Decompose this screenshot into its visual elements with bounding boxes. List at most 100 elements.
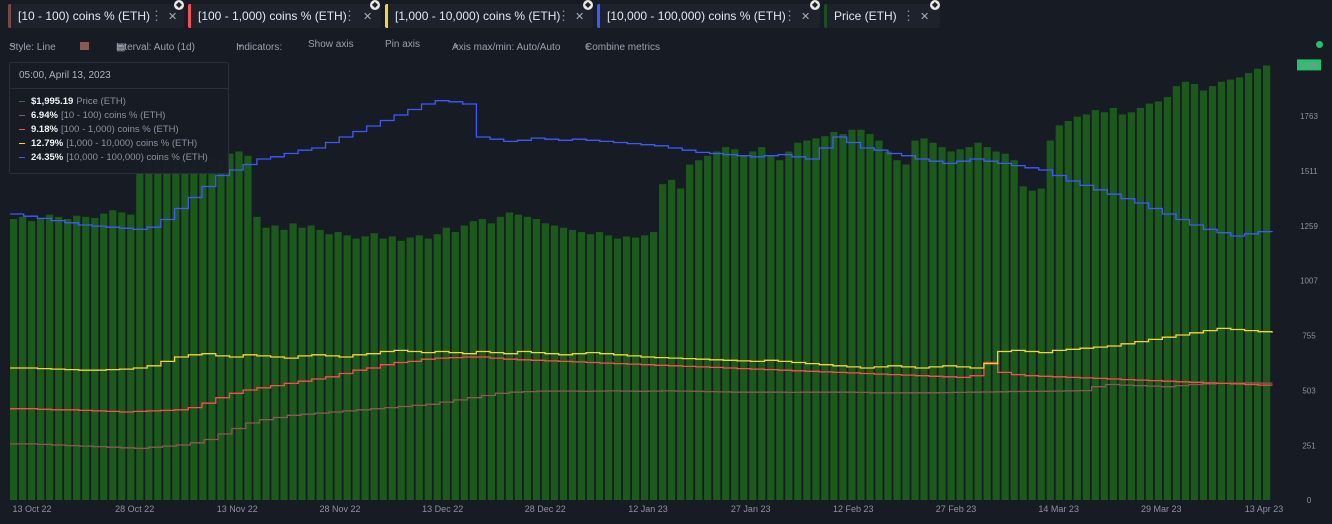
price-bar (442, 227, 450, 500)
price-bar (577, 232, 586, 500)
price-bar (118, 212, 126, 501)
y-tick-label: 1259 (1300, 222, 1318, 231)
tab-label: [1,000 - 10,000) coins % (ETH) (395, 9, 561, 23)
tab-10000-100000[interactable]: [10,000 - 100,000) coins % (ETH) ⋮ ✕ ◆ (597, 0, 820, 28)
price-bar (668, 179, 676, 501)
price-bar (550, 225, 559, 501)
price-bar (523, 216, 532, 500)
close-icon[interactable]: ✕ (801, 10, 811, 23)
x-tick-label: 27 Feb 23 (936, 504, 977, 514)
legend-name: [1,000 - 10,000) coins % (ETH) (66, 138, 198, 149)
series-line (10, 327, 1273, 371)
tab-label: Price (ETH) (834, 9, 897, 23)
price-bar (821, 136, 829, 501)
price-bar (181, 155, 189, 500)
price-bar (73, 215, 81, 501)
price-bar (316, 229, 324, 500)
axis-maxmin-label: Axis max/min: Auto/Auto (452, 42, 561, 53)
x-tick-label: 28 Dec 22 (525, 504, 566, 514)
price-bar (532, 219, 541, 500)
price-bar (731, 149, 739, 500)
more-icon[interactable]: ⋮ (783, 8, 796, 23)
price-bar (722, 147, 730, 500)
axis-maxmin-dropdown[interactable]: Axis max/min: Auto/Auto ⌄ (452, 39, 561, 53)
legend-value: $1,995.19 (31, 96, 74, 107)
price-bar (1046, 140, 1054, 500)
more-icon[interactable]: ⋮ (150, 8, 163, 23)
more-icon[interactable]: ⋮ (557, 8, 570, 23)
price-bar (902, 164, 910, 501)
close-icon[interactable]: ✕ (920, 10, 930, 23)
price-bar (677, 188, 685, 500)
tab-price[interactable]: Price (ETH) ⋮ ✕ ◆ (824, 0, 940, 28)
indicators-dropdown[interactable]: Indicators: ⌄ (236, 39, 283, 53)
tab-10-100[interactable]: [10 - 100) coins % (ETH) ⋮ ✕ ◆ (8, 0, 184, 28)
legend-name: [10,000 - 100,000) coins % (ETH) (66, 152, 208, 163)
price-bar (226, 153, 234, 500)
close-icon[interactable]: ✕ (575, 10, 585, 23)
eth-icon: ◆ (930, 0, 940, 10)
y-axis: 0 251 503 755 1007 1259 1511 1763 1995 (1297, 59, 1321, 505)
price-bar (397, 240, 405, 501)
close-icon[interactable]: ✕ (168, 10, 178, 23)
legend-row-1000-10000: 12.79% [1,000 - 10,000) coins % (ETH) (19, 138, 197, 149)
price-bar (325, 234, 333, 500)
price-bar (929, 142, 937, 500)
indicators-label: Indicators: (236, 42, 283, 53)
price-bar (893, 160, 901, 500)
price-bar (1037, 188, 1045, 500)
price-bar (812, 138, 820, 501)
price-bar (758, 147, 766, 500)
price-bar (1010, 160, 1018, 500)
x-tick-label: 29 Mar 23 (1141, 504, 1182, 514)
price-bar (1163, 97, 1172, 500)
price-bar (379, 238, 387, 501)
tab-1000-10000[interactable]: [1,000 - 10,000) coins % (ETH) ⋮ ✕ ◆ (385, 0, 593, 28)
interval-dropdown[interactable]: ▦ Interval: Auto (1d) ⌄ (116, 39, 195, 53)
price-bar (469, 221, 477, 500)
price-bar (235, 151, 243, 501)
price-bar (55, 216, 63, 500)
x-tick-label: 12 Jan 23 (628, 504, 668, 514)
price-bar (82, 216, 90, 500)
price-bar (289, 223, 297, 500)
color-picker[interactable]: ⌄ (80, 39, 89, 50)
style-dropdown[interactable]: Style: Line ⌄ (9, 39, 56, 53)
price-bar (631, 237, 640, 500)
price-bar (424, 238, 432, 501)
legend-row-price: $1,995.19 Price (ETH) (19, 96, 126, 107)
price-bar (64, 219, 72, 500)
current-price-marker (1297, 59, 1321, 71)
price-bar (1028, 190, 1036, 500)
y-tick-label: 251 (1302, 441, 1316, 450)
price-bar (271, 225, 279, 501)
price-bar (767, 155, 775, 500)
price-bar (1001, 153, 1009, 500)
series-lines (10, 100, 1273, 449)
show-axis-toggle[interactable]: Show axis (308, 39, 354, 50)
price-bar (1127, 112, 1135, 500)
price-bar (109, 210, 117, 501)
tooltip-date: 05:00, April 13, 2023 (19, 70, 111, 81)
legend-color (19, 128, 25, 130)
x-axis: 13 Oct 22 28 Oct 22 13 Nov 22 28 Nov 22 13 D… (12, 504, 1283, 514)
price-bar (46, 214, 54, 500)
price-bar (100, 213, 108, 500)
price-bar (10, 219, 18, 500)
legend-value: 24.35% (31, 152, 64, 163)
price-bar (686, 164, 694, 501)
legend-value: 6.94% (31, 110, 58, 121)
tab-100-1000[interactable]: [100 - 1,000) coins % (ETH) ⋮ ✕ ◆ (188, 0, 381, 28)
pin-axis-toggle[interactable]: Pin axis (385, 39, 421, 50)
price-bar (604, 235, 613, 500)
close-icon[interactable]: ✕ (363, 10, 373, 23)
y-tick-label: 1007 (1300, 277, 1318, 286)
more-icon[interactable]: ⋮ (902, 8, 915, 23)
price-bar (514, 214, 523, 500)
price-bar (1244, 73, 1253, 500)
price-bar (1262, 65, 1271, 500)
price-bar (1190, 83, 1199, 501)
tab-label: [10 - 100) coins % (ETH) (18, 9, 151, 23)
more-icon[interactable]: ⋮ (343, 8, 356, 23)
